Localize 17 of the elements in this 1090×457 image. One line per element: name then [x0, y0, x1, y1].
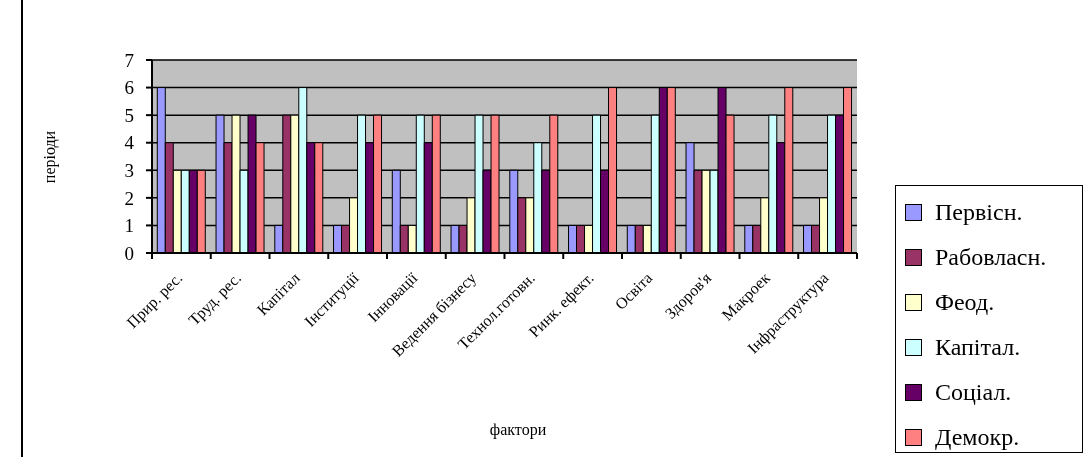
legend-label: Первісн. [935, 199, 1023, 226]
y-tick-label: 0 [124, 242, 134, 264]
y-axis-title: періоди [41, 130, 59, 184]
legend-label: Соціал. [935, 379, 1012, 406]
legend-label: Рабовласн. [935, 244, 1047, 271]
legend-label: Капітал. [935, 334, 1021, 361]
legend-label: Феод. [935, 289, 995, 316]
y-tick-label: 2 [124, 187, 134, 209]
x-tick-label: Труд. рес. [185, 269, 245, 329]
x-axis-title: фактори [489, 421, 547, 439]
y-tick-label: 1 [124, 215, 134, 237]
y-tick-label: 3 [124, 160, 134, 182]
y-tick-label: 6 [124, 77, 134, 99]
y-tick-label: 4 [124, 132, 135, 154]
y-tick-label: 7 [124, 49, 134, 71]
y-tick-label: 5 [124, 104, 134, 126]
legend-label: Демокр. [935, 424, 1020, 451]
